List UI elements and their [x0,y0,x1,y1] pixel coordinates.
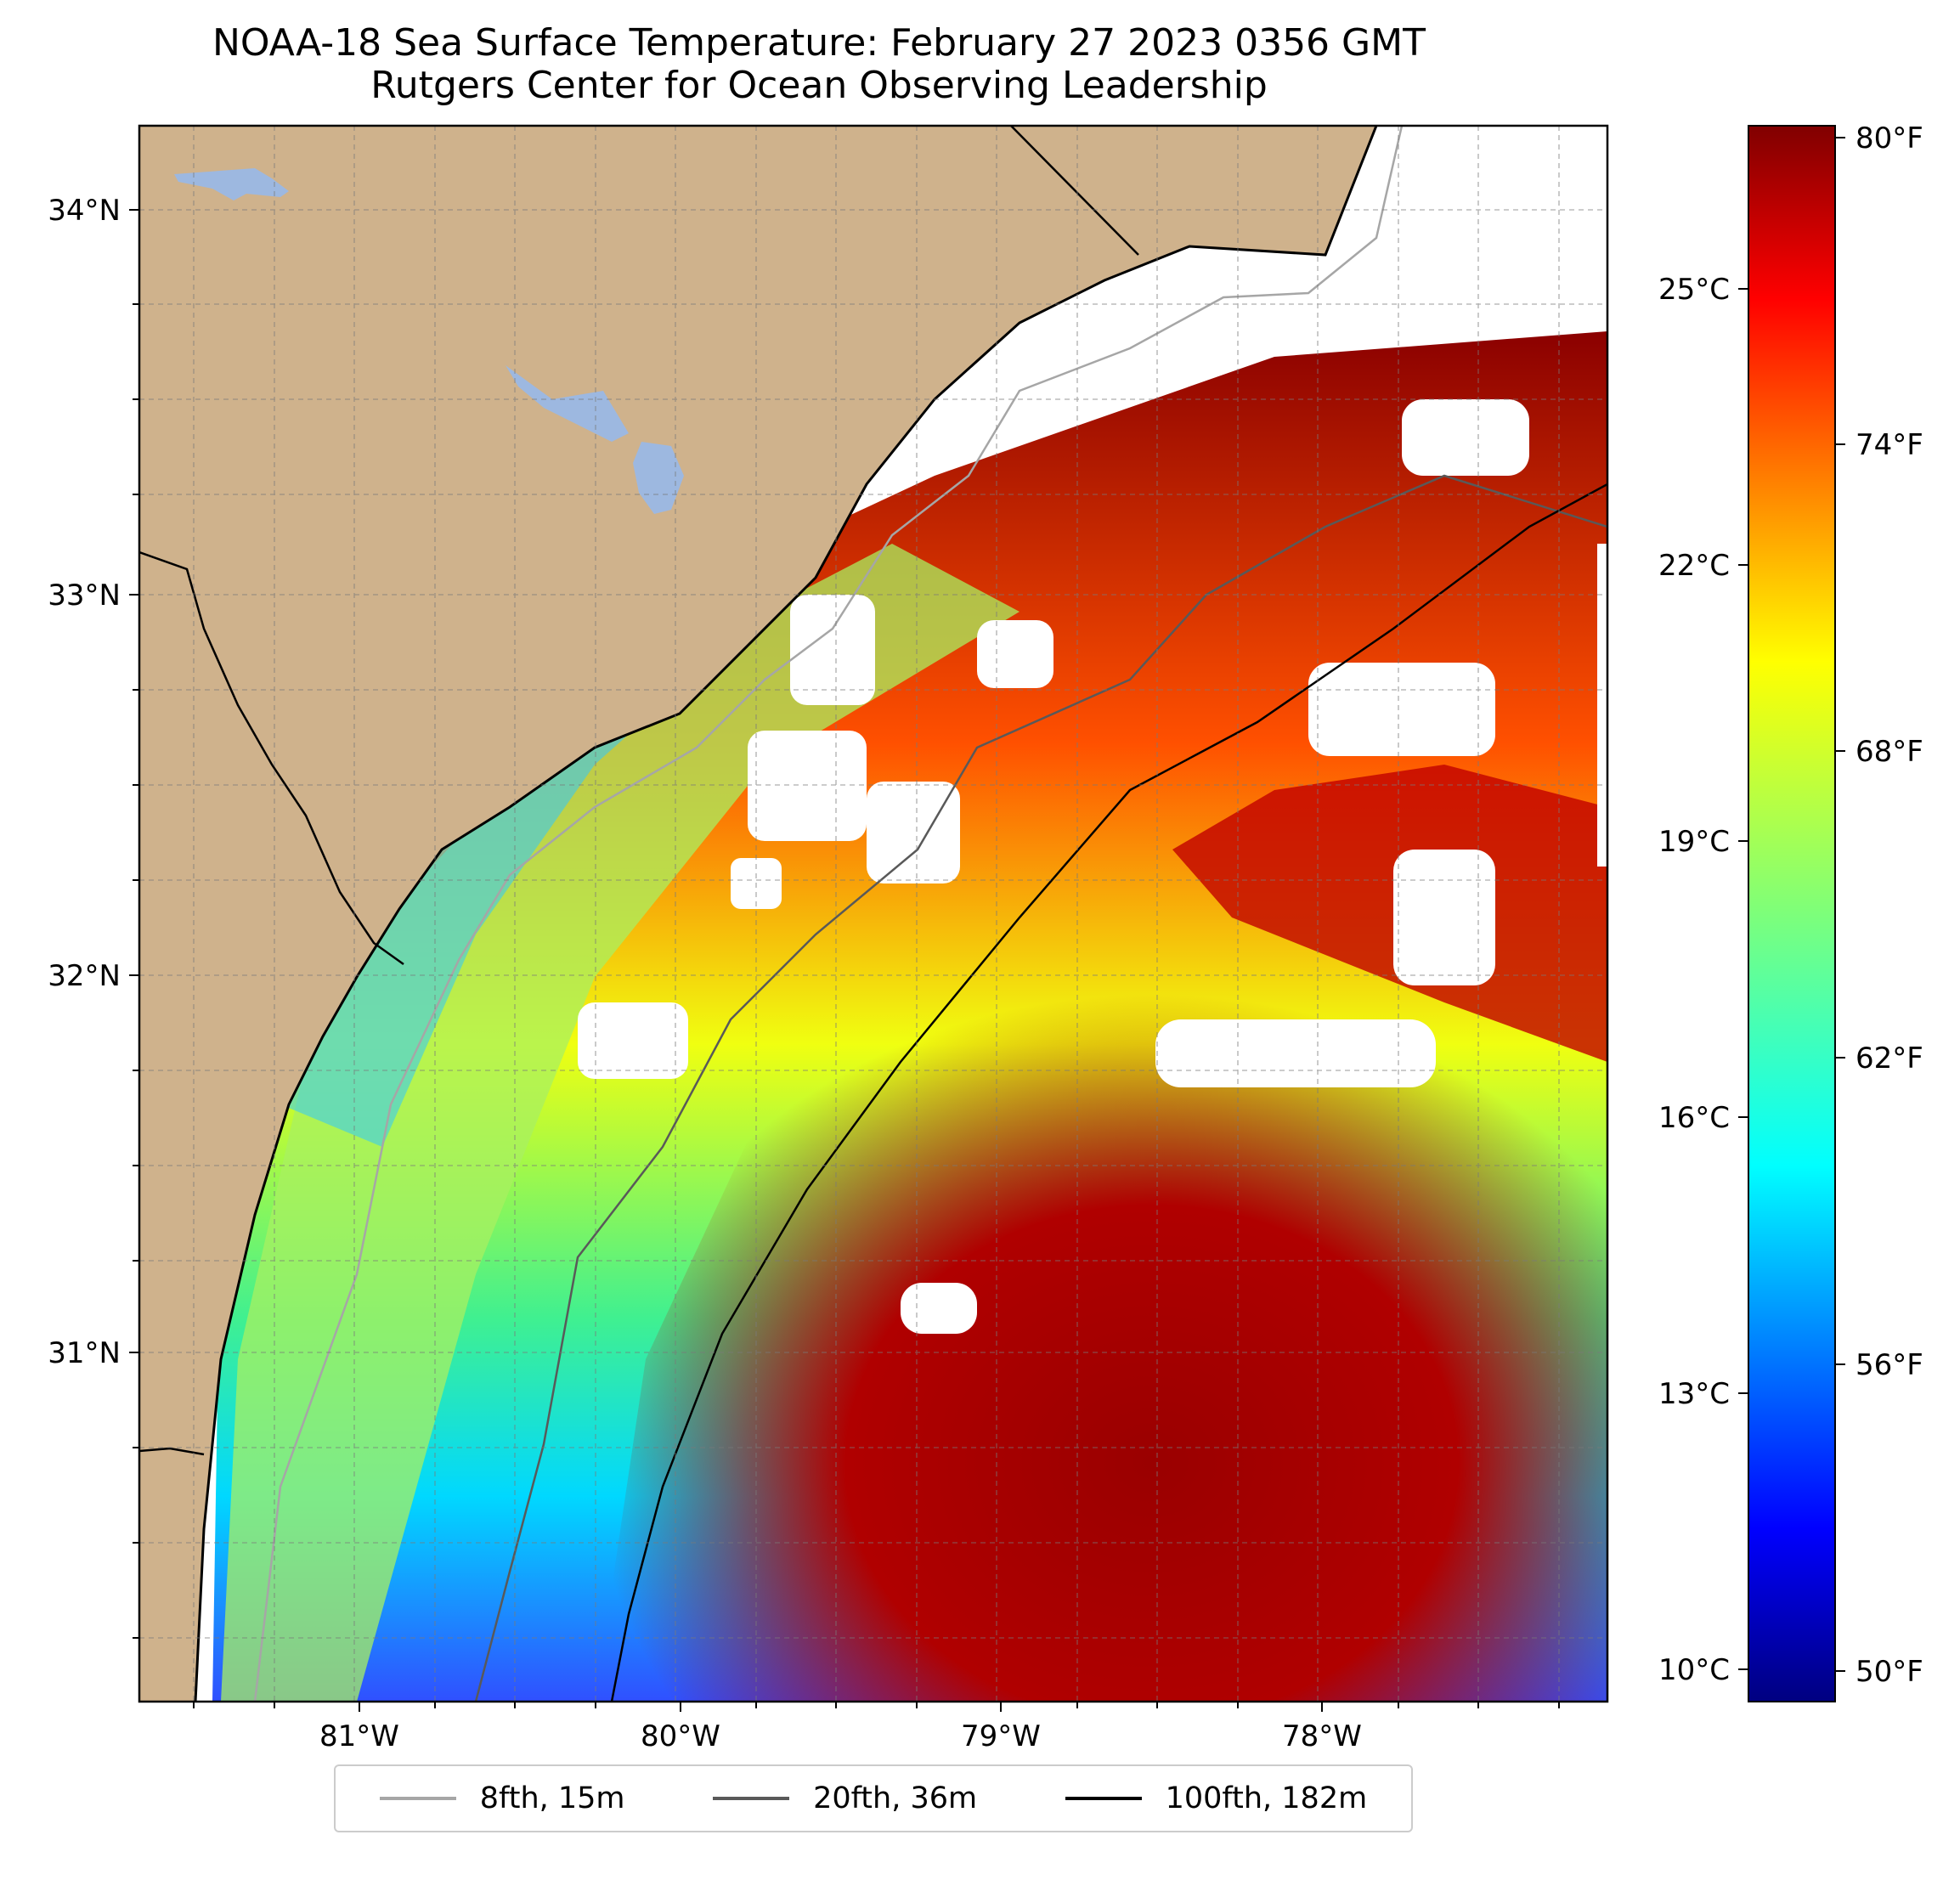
title-line-1: NOAA-18 Sea Surface Temperature: Februar… [212,21,1426,65]
sst-cool-shelf [221,544,1020,1702]
legend-swatch-20fth [713,1797,790,1800]
cbar-celsius-10: 10°C [1658,1653,1730,1687]
lon-tick-80w: 80°W [641,1719,720,1753]
coastline [194,126,1378,1702]
state-border-nc-sc [1010,126,1139,256]
isobath-100fth [610,483,1607,1702]
cbar-celsius-13: 13°C [1658,1377,1730,1411]
cbar-fahrenheit-68: 68°F [1856,735,1923,769]
cbar-celsius-16: 16°C [1658,1101,1730,1135]
inland-water-bodies [174,168,684,514]
isobath-20fth [474,474,1607,1702]
state-border-ga-fl [139,1447,205,1456]
cbar-fahrenheit-80: 80°F [1856,121,1923,155]
map-title: NOAA-18 Sea Surface Temperature: Februar… [139,22,1499,107]
lon-tick-79w: 79°W [961,1719,1041,1753]
legend-label-100fth: 100fth, 182m [1165,1781,1368,1815]
isobath-legend: 8fth, 15m 20fth, 36m 100fth, 182m [334,1764,1413,1832]
lat-tick-34n: 34°N [48,194,121,228]
sst-eastern-warm [1172,765,1607,1062]
title-line-2: Rutgers Center for Ocean Observing Leade… [370,64,1268,107]
legend-label-8fth: 8fth, 15m [479,1781,625,1815]
cbar-fahrenheit-50: 50°F [1856,1655,1923,1689]
sst-map-area [139,126,1607,1702]
colorbar [1748,125,1836,1702]
legend-swatch-100fth [1065,1797,1142,1800]
legend-item-20fth: 20fth, 36m [713,1781,977,1815]
lon-tick-81w: 81°W [319,1719,399,1753]
lat-tick-31n: 31°N [48,1336,121,1370]
lon-tick-78w: 78°W [1282,1719,1362,1753]
map-gridlines [139,126,1607,1702]
legend-item-8fth: 8fth, 15m [379,1781,625,1815]
cbar-fahrenheit-62: 62°F [1856,1042,1923,1075]
cbar-celsius-25: 25°C [1658,273,1730,307]
cbar-fahrenheit-56: 56°F [1856,1348,1923,1382]
lat-tick-32n: 32°N [48,959,121,993]
longitude-axis [193,1702,1560,1712]
state-border-sc-ga [139,550,404,966]
map-frame [138,124,1609,1703]
land-mass [139,126,1376,1702]
cbar-celsius-19: 19°C [1658,825,1730,859]
legend-item-100fth: 100fth, 182m [1065,1781,1368,1815]
sst-nearshore-cold [280,544,816,1147]
colorbar-fahrenheit-ticks [1835,137,1845,1672]
cbar-celsius-22: 22°C [1658,549,1730,583]
legend-swatch-8fth [379,1797,456,1800]
legend-label-20fth: 20fth, 36m [813,1781,978,1815]
lat-tick-33n: 33°N [48,579,121,613]
latitude-axis [129,209,139,1639]
cbar-fahrenheit-74: 74°F [1856,428,1923,462]
cloud-mask [578,323,1607,1334]
colorbar-celsius-ticks [1738,288,1748,1670]
